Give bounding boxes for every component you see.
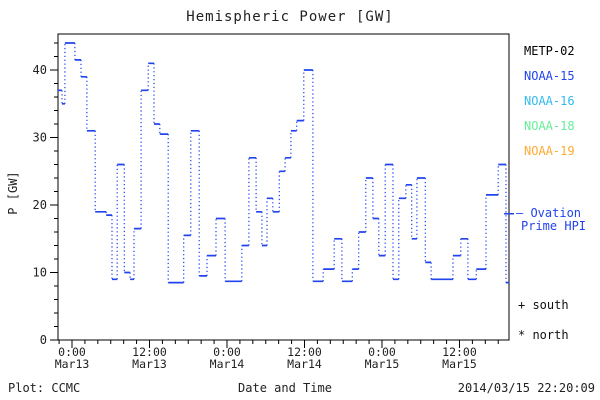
- hpi-step-levels: [58, 42, 509, 284]
- x-tick-time-label: 12:00: [287, 345, 322, 359]
- x-tick-date-label: Mar15: [442, 357, 477, 371]
- x-tick-time-label: 0:00: [58, 345, 86, 359]
- x-tick-date-label: Mar13: [132, 357, 167, 371]
- x-axis-label: Date and Time: [238, 381, 332, 395]
- x-tick-date-label: Mar13: [55, 357, 90, 371]
- plot-timestamp: 2014/03/15 22:20:09: [457, 381, 595, 395]
- chart-title: Hemispheric Power [GW]: [186, 9, 394, 25]
- legend-item-noaa-18: NOAA-18: [524, 119, 575, 133]
- marker-north: * north: [518, 328, 569, 342]
- ovation-label-line1: – Ovation: [516, 206, 582, 220]
- y-axis-label: P [GW]: [6, 171, 20, 215]
- plot-credit: Plot: CCMC: [8, 381, 81, 395]
- x-tick-time-label: 12:00: [132, 345, 167, 359]
- y-tick-label: 40: [33, 63, 47, 77]
- x-tick-date-label: Mar14: [287, 357, 322, 371]
- legend-item-metp-02: METP-02: [524, 44, 575, 58]
- x-tick-date-label: Mar14: [210, 357, 245, 371]
- marker-south: + south: [518, 298, 569, 312]
- x-tick-time-label: 0:00: [213, 345, 241, 359]
- legend-item-noaa-16: NOAA-16: [524, 94, 575, 108]
- x-tick-time-label: 0:00: [368, 345, 396, 359]
- y-tick-label: 30: [33, 131, 47, 145]
- x-tick-time-label: 12:00: [442, 345, 477, 359]
- y-tick-label: 0: [40, 333, 47, 347]
- legend-item-noaa-19: NOAA-19: [524, 144, 575, 158]
- y-tick-label: 10: [33, 266, 47, 280]
- y-tick-label: 20: [33, 198, 47, 212]
- ovation-label-line2: Prime HPI: [521, 219, 587, 233]
- legend-item-noaa-15: NOAA-15: [524, 69, 575, 83]
- x-tick-date-label: Mar15: [365, 357, 400, 371]
- plot-border: [57, 33, 510, 341]
- hpi-step-connectors: [61, 43, 507, 283]
